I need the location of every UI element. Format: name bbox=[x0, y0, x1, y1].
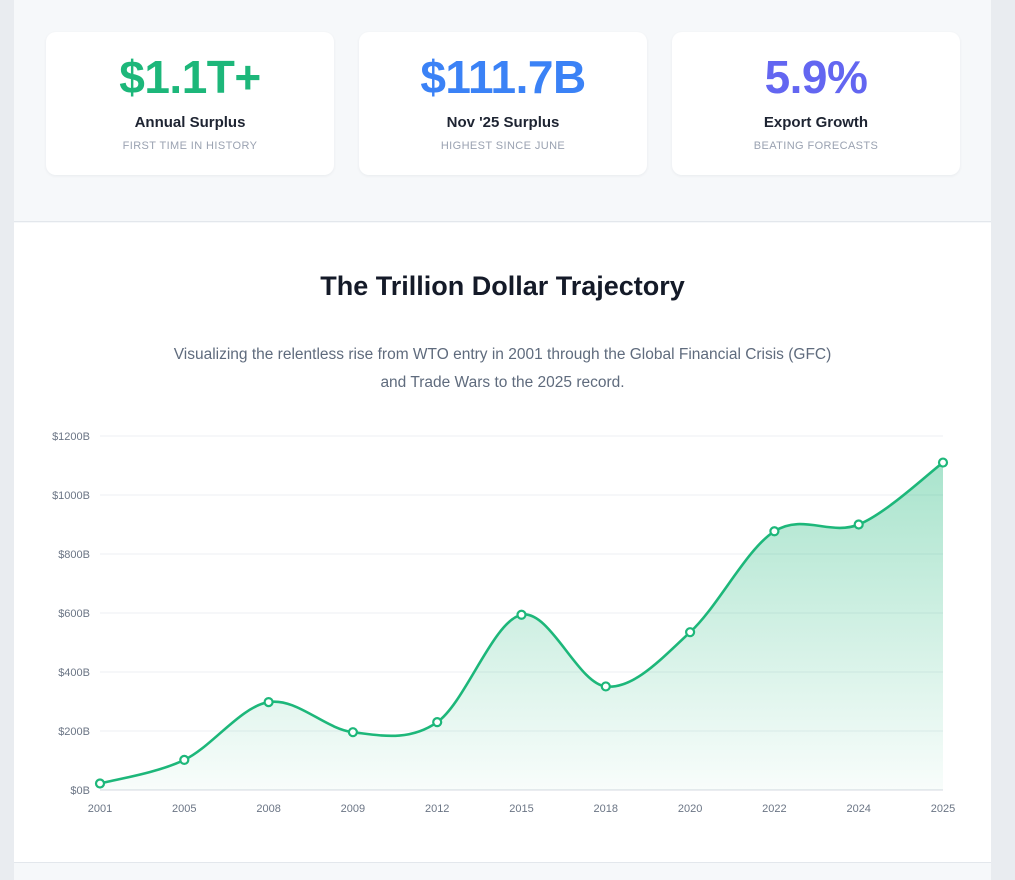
y-tick-label: $200B bbox=[58, 726, 90, 738]
chart-section: The Trillion Dollar Trajectory Visualizi… bbox=[14, 223, 991, 863]
x-tick-label: 2020 bbox=[678, 803, 702, 815]
x-tick-label: 2001 bbox=[88, 803, 112, 815]
y-tick-label: $400B bbox=[58, 667, 90, 679]
y-tick-label: $1200B bbox=[52, 431, 90, 443]
y-tick-label: $800B bbox=[58, 549, 90, 561]
data-point[interactable] bbox=[769, 526, 780, 537]
stat-sub: BEATING FORECASTS bbox=[753, 140, 879, 152]
data-point[interactable] bbox=[94, 778, 106, 789]
data-point[interactable] bbox=[432, 717, 443, 728]
x-tick-label: 2025 bbox=[931, 803, 955, 815]
x-tick-label: 2022 bbox=[762, 803, 786, 815]
data-point[interactable] bbox=[516, 609, 527, 620]
stat-card-export-growth: 5.9% Export Growth BEATING FORECASTS bbox=[672, 32, 960, 175]
stat-label: Annual Surplus bbox=[134, 114, 246, 131]
stats-row: $1.1T+ Annual Surplus FIRST TIME IN HIST… bbox=[14, 0, 991, 222]
x-tick-label: 2012 bbox=[425, 803, 449, 815]
y-tick-label: $600B bbox=[58, 608, 90, 620]
data-point[interactable] bbox=[263, 696, 274, 708]
trajectory-chart: $0B $200B $400B $600B $800B $1000B $1200B 2001… bbox=[52, 431, 955, 815]
stat-card-annual-surplus: $1.1T+ Annual Surplus FIRST TIME IN HIST… bbox=[46, 32, 334, 175]
data-point[interactable] bbox=[853, 519, 864, 530]
stat-card-nov-surplus: $111.7B Nov '25 Surplus HIGHEST SINCE JU… bbox=[359, 32, 647, 175]
page: $1.1T+ Annual Surplus FIRST TIME IN HIST… bbox=[14, 0, 991, 880]
stat-sub: HIGHEST SINCE JUNE bbox=[440, 140, 566, 152]
data-point[interactable] bbox=[179, 754, 190, 766]
x-tick-label: 2005 bbox=[172, 803, 196, 815]
y-tick-label: $1000B bbox=[52, 490, 90, 502]
x-tick-label: 2015 bbox=[509, 803, 533, 815]
stat-label: Nov '25 Surplus bbox=[446, 114, 560, 131]
data-point[interactable] bbox=[600, 681, 611, 692]
stat-label: Export Growth bbox=[763, 114, 869, 131]
x-tick-label: 2018 bbox=[594, 803, 618, 815]
y-tick-label: $0B bbox=[70, 785, 90, 797]
stat-value: $1.1T+ bbox=[119, 51, 261, 103]
stat-sub: FIRST TIME IN HISTORY bbox=[122, 140, 258, 152]
data-point[interactable] bbox=[684, 627, 696, 638]
stat-value: 5.9% bbox=[764, 51, 868, 103]
data-point[interactable] bbox=[347, 727, 358, 738]
x-tick-label: 2024 bbox=[846, 803, 870, 815]
x-tick-label: 2008 bbox=[256, 803, 280, 815]
x-tick-label: 2009 bbox=[341, 803, 365, 815]
chart-title: The Trillion Dollar Trajectory bbox=[320, 271, 685, 301]
stat-value: $111.7B bbox=[420, 51, 586, 103]
series-area bbox=[100, 462, 943, 790]
chart-subtitle: Visualizing the relentless rise from WTO… bbox=[173, 346, 832, 391]
data-point[interactable] bbox=[937, 457, 949, 468]
